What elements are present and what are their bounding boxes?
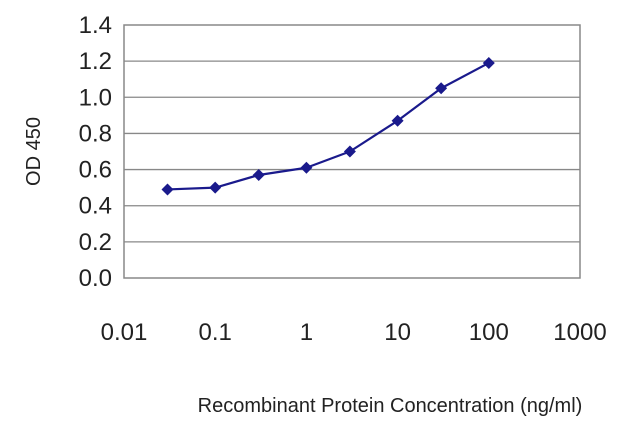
- data-point: [391, 114, 404, 127]
- series-layer: [161, 56, 495, 196]
- data-point: [300, 161, 313, 174]
- x-tick-label: 100: [469, 319, 509, 346]
- x-tick-label: 0.1: [199, 319, 232, 346]
- x-tick-label: 1: [300, 319, 313, 346]
- grid-layer: [124, 60, 580, 243]
- x-tick-label: 1000: [553, 319, 606, 346]
- data-point: [482, 56, 495, 69]
- y-tick-label: 0.2: [79, 229, 112, 256]
- y-axis-title: OD 450: [23, 117, 45, 186]
- y-tick-label: 0.8: [79, 120, 112, 147]
- y-tick-label: 1.2: [79, 48, 112, 75]
- y-tick-label: 0.6: [79, 157, 112, 184]
- data-point: [435, 82, 448, 95]
- data-point: [209, 181, 222, 194]
- x-tick-labels: 0.01 0.1 1 10 100 1000: [101, 319, 607, 346]
- y-tick-labels: 0.0 0.2 0.4 0.6 0.8 1.0 1.2 1.4: [79, 12, 112, 292]
- data-point: [252, 168, 265, 181]
- y-tick-label: 1.4: [79, 12, 112, 39]
- y-tick-label: 0.0: [79, 265, 112, 292]
- series-line: [167, 61, 490, 191]
- x-axis-title: Recombinant Protein Concentration (ng/ml…: [198, 395, 583, 417]
- x-tick-label: 0.01: [101, 319, 148, 346]
- y-tick-label: 1.0: [79, 84, 112, 111]
- y-tick-label: 0.4: [79, 193, 112, 220]
- x-tick-label: 10: [384, 319, 411, 346]
- data-point: [161, 183, 174, 196]
- plot-frame: [123, 24, 581, 279]
- data-point: [343, 145, 356, 158]
